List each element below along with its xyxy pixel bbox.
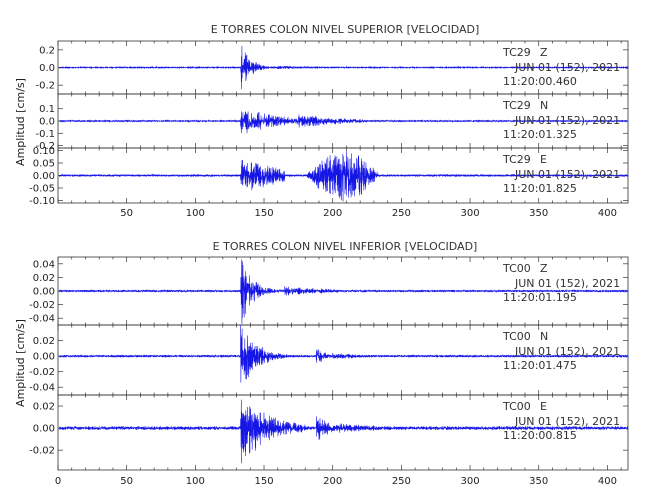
x-tick-label: 100 <box>186 476 205 487</box>
y-tick-label: 0.05 <box>33 159 55 170</box>
y-tick-label: 0.00 <box>33 352 55 363</box>
y-tick-label: -0.05 <box>29 184 55 195</box>
date-label: JUN 01 (152), 2021 <box>514 168 620 181</box>
y-tick-label: 0.02 <box>33 336 55 347</box>
panel-2-title: E TORRES COLON NIVEL INFERIOR [VELOCIDAD… <box>213 240 478 253</box>
time-label: 11:20:00.815 <box>503 429 577 442</box>
time-label: 11:20:01.475 <box>503 359 577 372</box>
component-label: N <box>540 99 548 112</box>
x-tick-label: 350 <box>529 208 548 219</box>
y-tick-label: 0.10 <box>33 146 55 157</box>
y-tick-label: 0.00 <box>33 287 55 298</box>
y-tick-label: -0.2 <box>35 141 55 152</box>
panel-1-ylabel: Amplitud [cm/s] <box>14 78 27 166</box>
x-tick-label: 150 <box>254 476 273 487</box>
y-tick-label: 0.2 <box>39 45 55 56</box>
waveform-TC00-E <box>59 399 629 464</box>
y-tick-label: 0.1 <box>39 104 55 115</box>
component-label: N <box>540 330 548 343</box>
x-tick-label: 50 <box>120 476 133 487</box>
x-tick-label: 400 <box>598 476 617 487</box>
station-label: TC00 <box>502 400 531 413</box>
y-tick-label: 0.0 <box>39 117 55 128</box>
waveform-TC29-E <box>59 150 629 202</box>
y-tick-label: -0.04 <box>29 383 55 394</box>
x-tick-label: 300 <box>461 208 480 219</box>
x-tick-label: 0 <box>55 476 61 487</box>
y-tick-label: -0.02 <box>29 446 55 457</box>
date-label: JUN 01 (152), 2021 <box>514 114 620 127</box>
date-label: JUN 01 (152), 2021 <box>514 277 620 290</box>
y-tick-label: 0.02 <box>33 273 55 284</box>
time-label: 11:20:00.460 <box>503 75 577 88</box>
panel-1-title: E TORRES COLON NIVEL SUPERIOR [VELOCIDAD… <box>211 23 480 36</box>
x-tick-label: 200 <box>323 476 342 487</box>
station-label: TC00 <box>502 330 531 343</box>
waveform-TC00-Z <box>59 259 629 324</box>
date-label: JUN 01 (152), 2021 <box>514 415 620 428</box>
time-label: 11:20:01.825 <box>503 182 577 195</box>
x-tick-label: 300 <box>461 476 480 487</box>
y-tick-label: 0.02 <box>33 402 55 413</box>
y-tick-label: -0.02 <box>29 300 55 311</box>
x-tick-label: 50 <box>120 208 133 219</box>
y-tick-label: -0.2 <box>35 81 55 92</box>
component-label: E <box>540 400 547 413</box>
y-tick-label: 0.04 <box>33 259 55 270</box>
date-label: JUN 01 (152), 2021 <box>514 345 620 358</box>
time-label: 11:20:01.195 <box>503 291 577 304</box>
trace-frame-TC00-E <box>57 394 629 471</box>
y-tick-label: 0.0 <box>39 63 55 74</box>
waveform-TC29-N <box>59 111 629 134</box>
time-label: 11:20:01.325 <box>503 128 577 141</box>
component-label: E <box>540 153 547 166</box>
waveform-TC00-N <box>59 324 629 383</box>
y-tick-label: -0.04 <box>29 314 55 325</box>
y-tick-label: -0.1 <box>35 129 55 140</box>
station-label: TC29 <box>502 99 531 112</box>
panel-2-ylabel: Amplitud [cm/s] <box>14 319 27 407</box>
x-tick-label: 250 <box>392 208 411 219</box>
y-tick-label: -0.02 <box>29 367 55 378</box>
waveform-TC29-Z <box>59 46 629 90</box>
x-tick-label: 200 <box>323 208 342 219</box>
station-label: TC29 <box>502 153 531 166</box>
y-tick-label: 0.00 <box>33 171 55 182</box>
station-label: TC00 <box>502 262 531 275</box>
x-tick-label: 100 <box>186 208 205 219</box>
station-label: TC29 <box>502 46 531 59</box>
x-tick-label: 350 <box>529 476 548 487</box>
y-tick-label: -0.10 <box>29 196 55 207</box>
x-tick-label: 250 <box>392 476 411 487</box>
x-tick-label: 400 <box>598 208 617 219</box>
x-tick-label: 150 <box>254 208 273 219</box>
component-label: Z <box>540 262 548 275</box>
y-tick-label: 0.00 <box>33 424 55 435</box>
panel-2-plot: 0.04 0.02 0.00 -0.02 -0.04 TC00 Z JUN 01 (152),… <box>29 256 629 487</box>
date-label: JUN 01 (152), 2021 <box>514 61 620 74</box>
component-label: Z <box>540 46 548 59</box>
